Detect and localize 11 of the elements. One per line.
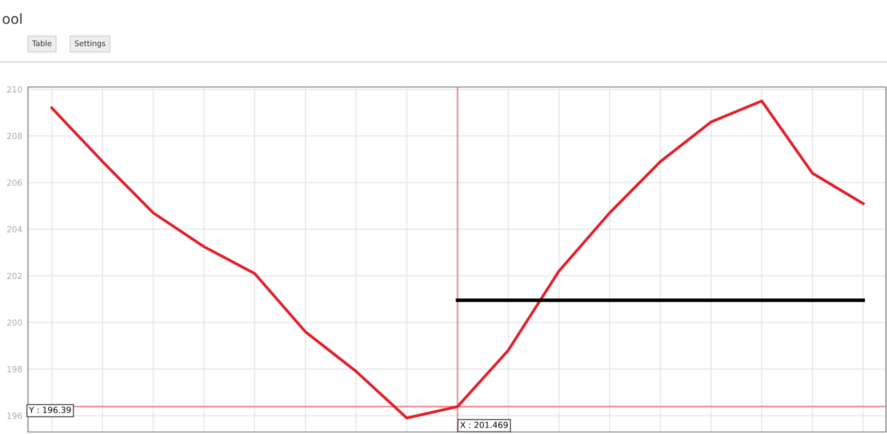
y-tick-label: 206 xyxy=(7,180,22,186)
y-tick-label: 200 xyxy=(7,319,22,326)
y-tick-label: 198 xyxy=(7,366,22,372)
y-tick-label: 208 xyxy=(7,132,22,140)
y-tick-label: 202 xyxy=(7,272,22,280)
chart-title: ool xyxy=(2,13,22,24)
y-tick-label: 196 xyxy=(7,412,22,419)
y-tick-label: 204 xyxy=(7,226,22,232)
ref-line-label: Y : 196.39 xyxy=(28,406,71,414)
annotation: X : 201.469 xyxy=(460,422,508,428)
y-tick-label: 210 xyxy=(7,86,22,93)
